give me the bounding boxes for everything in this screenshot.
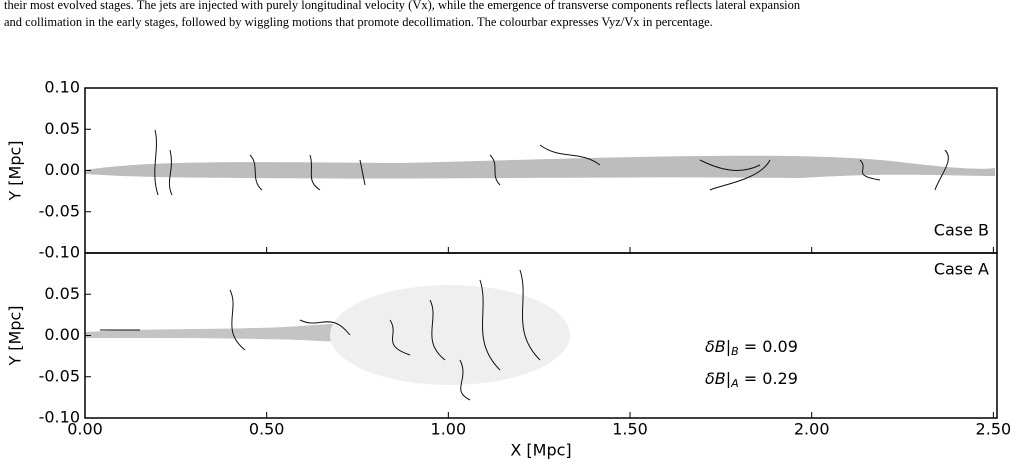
x-tick-label: 0.50 [249,420,285,439]
y-tick-label: -0.10 [39,243,80,262]
y-axis-label: Y [Mpc] [6,140,25,201]
caption-line: their most evolved stages. The jets are … [4,0,801,12]
x-tick-label: 1.50 [612,420,648,439]
y-axis-label: Y [Mpc] [6,305,25,366]
streamlines [100,129,949,401]
y-tick-label: 0.10 [44,78,80,97]
y-tick-label: 0.00 [44,325,80,344]
y-tick-label: -0.05 [39,366,80,385]
y-tick-label: 0.00 [44,160,80,179]
y-tick-label: 0.05 [44,284,80,303]
annotation-value: = 0.09 [739,337,798,356]
x-tick-label: 0.00 [67,420,103,439]
jet-band [85,155,995,179]
panel-label: Case A [934,260,989,279]
x-tick-label: 2.50 [976,420,1012,439]
x-tick-label: 2.00 [794,420,830,439]
caption-line: and collimation in the early stages, fol… [4,15,713,29]
annotation: δB|B = 0.09 [705,337,798,359]
annotation-symbol: δB| [705,369,731,388]
annotation-subscript: B [731,345,739,358]
x-tick-label: 1.00 [431,420,467,439]
annotation-symbol: δB| [705,337,731,356]
annotation-subscript: A [730,377,739,390]
annotation-value: = 0.29 [739,369,798,388]
y-tick-label: 0.05 [44,119,80,138]
annotation: δB|A = 0.29 [705,369,798,391]
y-tick-label: -0.10 [39,408,80,427]
x-axis-label: X [Mpc] [510,441,571,460]
panel-label: Case B [934,221,989,240]
cocoon [330,285,570,385]
y-tick-label: -0.05 [39,201,80,220]
